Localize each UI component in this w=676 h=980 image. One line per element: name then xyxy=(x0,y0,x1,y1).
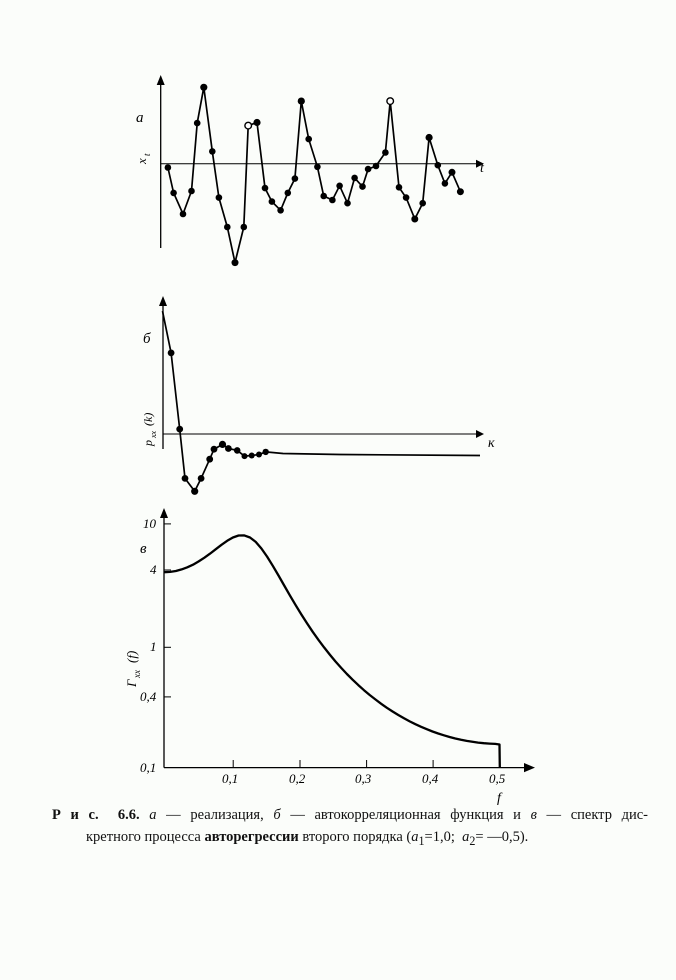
svg-text:0,2: 0,2 xyxy=(289,771,306,786)
svg-text:t: t xyxy=(142,153,152,156)
svg-text:4: 4 xyxy=(150,562,157,577)
svg-text:t: t xyxy=(480,161,485,176)
svg-text:10: 10 xyxy=(143,516,157,531)
svg-text:x: x xyxy=(134,158,149,165)
svg-text:в: в xyxy=(140,541,147,557)
svg-text:xx: xx xyxy=(149,430,158,439)
svg-text:a: a xyxy=(136,110,144,126)
svg-text:к: к xyxy=(488,436,495,451)
svg-text:Г: Г xyxy=(124,679,139,688)
svg-text:xx: xx xyxy=(132,670,142,679)
svg-text:(k): (k) xyxy=(141,413,155,426)
svg-text:0,1: 0,1 xyxy=(140,760,156,775)
svg-text:0,4: 0,4 xyxy=(140,689,157,704)
svg-text:0,1: 0,1 xyxy=(222,771,238,786)
svg-text:(f): (f) xyxy=(124,651,139,663)
svg-text:0,4: 0,4 xyxy=(422,771,439,786)
svg-text:б: б xyxy=(143,331,151,347)
svg-text:1: 1 xyxy=(150,639,157,654)
svg-text:0,5: 0,5 xyxy=(489,771,506,786)
svg-text:p: p xyxy=(141,440,155,447)
svg-text:0,3: 0,3 xyxy=(355,771,372,786)
